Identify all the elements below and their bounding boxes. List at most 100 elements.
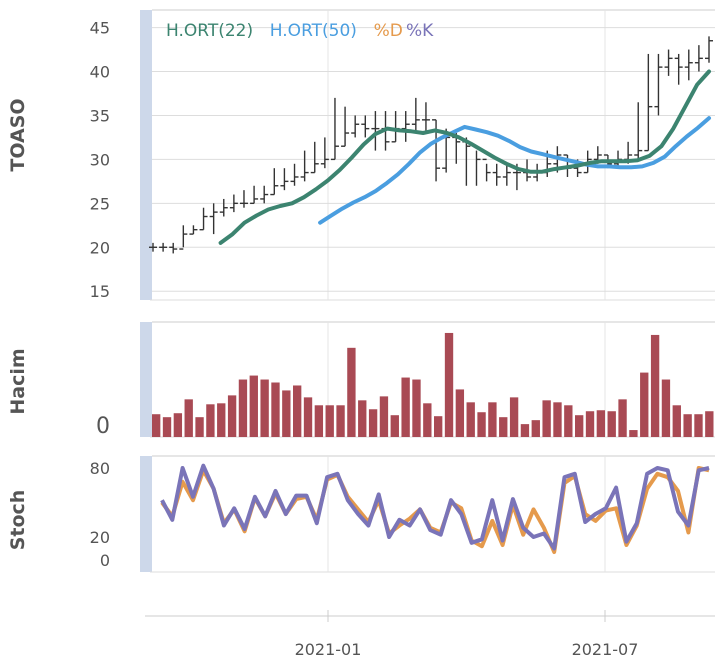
volume-bar xyxy=(152,414,161,437)
volume-bar xyxy=(585,411,595,437)
volume-bar xyxy=(303,397,313,437)
ohlc-bar xyxy=(199,207,208,231)
price-y-tick-label: 15 xyxy=(90,282,110,301)
ohlc-bar xyxy=(674,53,683,85)
price-y-tick-label: 40 xyxy=(90,63,110,82)
price-y-tick-label: 25 xyxy=(90,194,110,213)
stoch-y-tick-label: 80 xyxy=(90,459,110,478)
volume-bar xyxy=(347,347,356,437)
volume-bar xyxy=(531,420,540,437)
ohlc-bar xyxy=(421,102,430,134)
volume-bar xyxy=(564,405,573,437)
volume-bar xyxy=(238,379,248,437)
stoch-y-tick-label: 20 xyxy=(90,528,110,547)
volume-bar xyxy=(206,404,215,437)
volume-bar xyxy=(390,415,399,437)
ohlc-bar xyxy=(320,137,329,169)
volume-panel: 0 Hacim xyxy=(7,332,714,439)
volume-bar xyxy=(444,332,454,437)
ohlc-bar xyxy=(169,242,178,254)
ma22-line xyxy=(218,69,711,245)
volume-bar xyxy=(488,402,497,437)
volume-bar xyxy=(661,379,671,437)
ohlc-bar xyxy=(361,115,370,138)
ohlc-bar xyxy=(149,242,157,252)
volume-bar xyxy=(650,334,660,437)
volume-bar xyxy=(282,390,291,437)
volume-bar xyxy=(477,412,486,437)
volume-panel-title: Hacim xyxy=(7,348,29,414)
volume-bar xyxy=(271,382,280,437)
volume-bar xyxy=(423,403,432,437)
volume-bar xyxy=(293,385,302,437)
volume-bar xyxy=(455,389,465,437)
volume-bar xyxy=(683,414,692,437)
volume-bar xyxy=(596,410,606,437)
volume-bar xyxy=(618,399,627,437)
ohlc-bar xyxy=(159,242,168,252)
ohlc-bar xyxy=(492,163,501,186)
ohlc-bar xyxy=(280,168,289,191)
volume-bar xyxy=(553,402,562,437)
panel-accent-bar xyxy=(140,456,152,572)
panel-accent-bar xyxy=(140,322,152,437)
volume-bar xyxy=(520,424,530,437)
stoch-panel-title: Stoch xyxy=(7,490,29,551)
volume-bar xyxy=(575,415,584,437)
price-panel: 45 40 35 30 25 20 15 TOASO xyxy=(7,19,715,301)
price-panel-title: TOASO xyxy=(7,98,29,171)
ohlc-bar xyxy=(229,194,238,213)
ohlc-bar xyxy=(209,203,218,235)
stoch-k-line xyxy=(160,463,710,551)
volume-bar xyxy=(368,409,378,437)
volume-bar xyxy=(358,400,367,437)
volume-bar xyxy=(499,417,508,437)
volume-bar xyxy=(640,372,649,437)
ohlc-bar xyxy=(219,198,228,217)
volume-bar xyxy=(434,416,443,437)
volume-bar xyxy=(629,430,638,437)
ohlc-bar xyxy=(664,49,673,76)
panel-accent-bar xyxy=(140,10,152,300)
ohlc-bar xyxy=(290,163,299,186)
volume-bar xyxy=(260,379,269,437)
legend-item-hort50: H.ORT(50) xyxy=(270,21,357,41)
price-y-tick-label: 20 xyxy=(90,238,110,257)
ohlc-bar xyxy=(371,111,380,151)
volume-bar xyxy=(249,375,258,437)
ohlc-bar xyxy=(411,97,420,134)
volume-bar xyxy=(509,397,519,437)
ohlc-bar xyxy=(330,97,339,161)
legend: H.ORT(22) H.ORT(50) %D %K xyxy=(166,21,434,41)
volume-bar xyxy=(336,405,345,437)
volume-bar xyxy=(401,377,410,437)
volume-bar xyxy=(379,396,389,437)
volume-bar xyxy=(184,399,193,437)
price-y-tick-label: 35 xyxy=(90,106,110,125)
volume-bar xyxy=(694,414,703,437)
price-y-tick-label: 30 xyxy=(90,150,110,169)
ohlc-bar xyxy=(239,190,248,208)
ohlc-bar xyxy=(189,225,198,235)
volume-bar xyxy=(466,402,475,437)
ohlc-bar xyxy=(260,185,269,204)
price-y-tick-label: 45 xyxy=(90,19,110,38)
volume-bar xyxy=(162,417,172,437)
volume-bar xyxy=(542,400,551,437)
ohlc-bar xyxy=(694,45,703,72)
ohlc-bar xyxy=(634,102,643,160)
x-tick-label: 2021-01 xyxy=(295,640,362,659)
ohlc-bar xyxy=(644,53,653,152)
ohlc-bar xyxy=(310,141,319,174)
ohlc-bar xyxy=(705,36,713,63)
stochastic-panel: 80 20 0 Stoch xyxy=(7,459,710,570)
ohlc-bar xyxy=(502,163,511,186)
ohlc-bar xyxy=(684,49,693,81)
ohlc-bar xyxy=(250,185,259,205)
volume-y-tick-label: 0 xyxy=(96,414,110,439)
ohlc-bar xyxy=(341,106,350,147)
stoch-y-tick-label: 0 xyxy=(100,551,110,570)
ohlc-bar xyxy=(351,115,360,138)
ohlc-bar xyxy=(654,53,663,116)
volume-bar xyxy=(217,403,226,437)
